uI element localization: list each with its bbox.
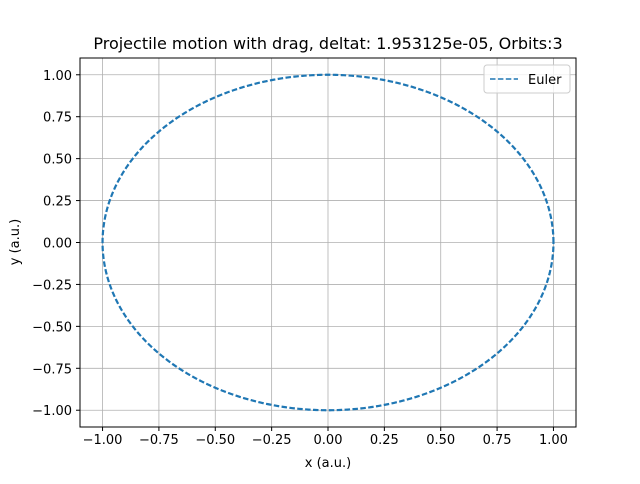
- y-axis-label: y (a.u.): [8, 219, 23, 265]
- y-tick-label: −0.25: [32, 278, 72, 293]
- x-tick-label: −0.75: [139, 433, 179, 448]
- x-tick-label: 0.25: [370, 433, 399, 448]
- y-tick-label: −0.75: [32, 362, 72, 377]
- y-tick-label: 0.75: [43, 111, 72, 126]
- x-tick-label: −1.00: [83, 433, 123, 448]
- tick-layer: −1.00 −0.75 −0.50 −0.25 0.00 0.25 0.50 0.75 1.00…: [32, 69, 568, 448]
- y-tick-label: 1.00: [43, 69, 72, 84]
- x-tick-label: 0.50: [426, 433, 455, 448]
- x-tick-label: 1.00: [539, 433, 568, 448]
- legend: Euler: [483, 64, 571, 94]
- x-tick-label: −0.25: [252, 433, 292, 448]
- y-tick-label: 0.50: [43, 153, 72, 168]
- legend-label-euler: Euler: [528, 73, 562, 88]
- chart-title: Projectile motion with drag, deltat: 1.9…: [93, 34, 562, 53]
- series-layer: [101, 73, 555, 412]
- series-line-euler: [101, 73, 555, 412]
- y-tick-label: −0.50: [32, 320, 72, 335]
- y-tick-label: 0.00: [43, 237, 72, 252]
- x-axis-label: x (a.u.): [305, 456, 351, 471]
- legend-box: [483, 64, 571, 94]
- x-tick-label: −0.50: [195, 433, 235, 448]
- grid-layer: [80, 58, 576, 427]
- y-tick-label: 0.25: [43, 195, 72, 210]
- x-tick-label: 0.75: [483, 433, 512, 448]
- x-tick-label: 0.00: [314, 433, 343, 448]
- y-tick-label: −1.00: [32, 404, 72, 419]
